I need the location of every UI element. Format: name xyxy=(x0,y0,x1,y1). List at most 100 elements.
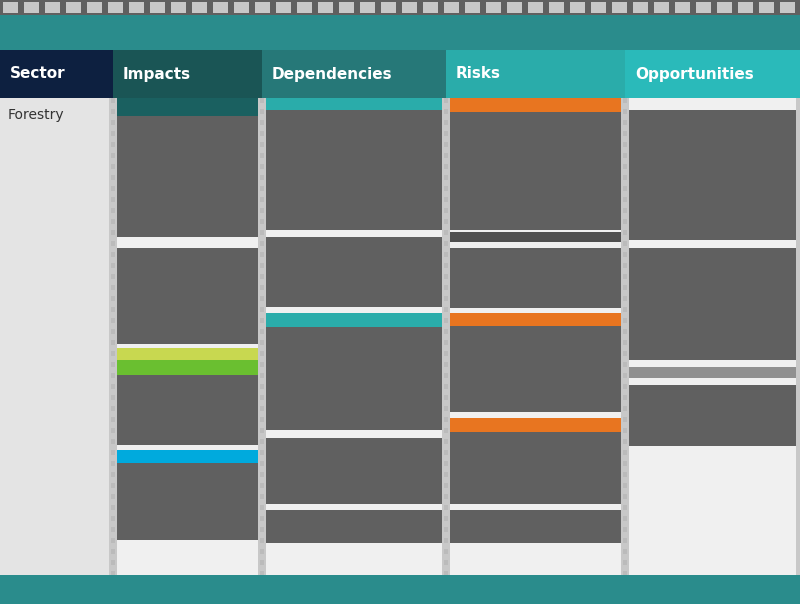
Bar xyxy=(623,131,627,136)
Bar xyxy=(260,197,264,202)
Bar xyxy=(623,219,627,224)
Bar xyxy=(111,219,115,224)
Bar xyxy=(444,285,448,290)
Bar xyxy=(444,527,448,532)
Bar xyxy=(623,472,627,477)
Bar xyxy=(260,373,264,378)
Bar xyxy=(444,175,448,180)
Bar xyxy=(0,0,800,15)
Bar xyxy=(260,274,264,279)
Bar xyxy=(623,483,627,488)
Bar xyxy=(444,483,448,488)
Bar xyxy=(444,241,448,246)
Bar xyxy=(360,2,375,13)
Bar xyxy=(260,483,264,488)
Bar xyxy=(111,516,115,521)
Bar xyxy=(260,406,264,411)
Bar xyxy=(266,327,442,430)
Bar xyxy=(260,549,264,554)
Bar xyxy=(623,318,627,323)
Bar xyxy=(444,153,448,158)
Bar xyxy=(117,360,258,375)
Bar xyxy=(444,230,448,235)
Bar xyxy=(444,219,448,224)
Bar xyxy=(623,98,627,103)
Bar xyxy=(111,153,115,158)
Bar xyxy=(675,2,690,13)
Bar xyxy=(623,241,627,246)
Bar xyxy=(45,2,60,13)
Bar xyxy=(117,98,258,575)
Bar xyxy=(260,307,264,312)
Bar xyxy=(260,120,264,125)
Bar xyxy=(623,307,627,312)
Bar xyxy=(623,560,627,565)
Bar xyxy=(444,538,448,543)
Bar xyxy=(486,2,501,13)
Bar xyxy=(266,98,442,575)
Bar xyxy=(623,439,627,444)
Bar xyxy=(623,417,627,422)
Bar xyxy=(444,428,448,433)
Bar xyxy=(450,418,621,432)
Text: Risks: Risks xyxy=(456,66,501,82)
Bar xyxy=(444,318,448,323)
Bar xyxy=(111,472,115,477)
Bar xyxy=(260,230,264,235)
Bar xyxy=(129,2,144,13)
Bar xyxy=(192,2,207,13)
Bar xyxy=(450,432,621,504)
Bar xyxy=(111,175,115,180)
Bar xyxy=(109,98,117,575)
Bar xyxy=(450,510,621,543)
Bar xyxy=(260,472,264,477)
Bar xyxy=(623,153,627,158)
Bar xyxy=(623,296,627,301)
Bar xyxy=(111,208,115,213)
Bar xyxy=(444,296,448,301)
Bar xyxy=(111,494,115,499)
Bar xyxy=(444,329,448,334)
Bar xyxy=(111,538,115,543)
Bar xyxy=(111,131,115,136)
Bar xyxy=(623,505,627,510)
Bar xyxy=(260,351,264,356)
Bar xyxy=(260,384,264,389)
Bar xyxy=(623,263,627,268)
Bar xyxy=(633,2,648,13)
Bar xyxy=(623,175,627,180)
Bar xyxy=(444,186,448,191)
Bar xyxy=(260,219,264,224)
Bar xyxy=(260,109,264,114)
Bar xyxy=(623,527,627,532)
Bar xyxy=(66,2,81,13)
Bar xyxy=(444,307,448,312)
Bar xyxy=(260,329,264,334)
Bar xyxy=(450,326,621,412)
Bar xyxy=(111,307,115,312)
Bar xyxy=(444,131,448,136)
Bar xyxy=(260,417,264,422)
Bar xyxy=(255,2,270,13)
Bar xyxy=(444,164,448,169)
Bar xyxy=(260,142,264,147)
Bar xyxy=(444,142,448,147)
Bar xyxy=(623,109,627,114)
Bar xyxy=(260,164,264,169)
Bar xyxy=(381,2,396,13)
Text: Opportunities: Opportunities xyxy=(635,66,754,82)
Bar xyxy=(260,153,264,158)
Bar xyxy=(621,98,629,575)
Bar xyxy=(623,230,627,235)
Bar xyxy=(111,527,115,532)
Bar xyxy=(258,98,266,575)
Bar xyxy=(570,2,585,13)
Bar xyxy=(111,406,115,411)
Bar xyxy=(0,50,113,98)
Bar xyxy=(260,175,264,180)
Bar xyxy=(450,313,621,326)
Bar xyxy=(623,450,627,455)
Bar xyxy=(262,50,446,98)
Bar xyxy=(234,2,249,13)
Bar xyxy=(507,2,522,13)
